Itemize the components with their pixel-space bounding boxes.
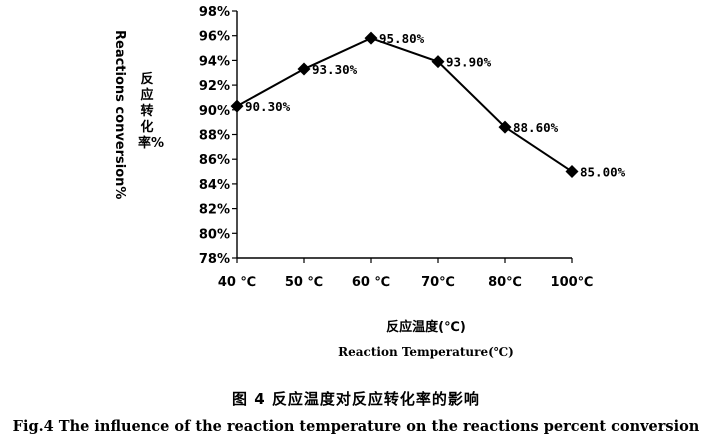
y-tick-label: 90% (199, 104, 230, 119)
x-tick-label: 70℃ (421, 275, 455, 290)
series-line (236, 37, 573, 173)
data-point-marker (431, 55, 445, 69)
data-point-marker (364, 31, 378, 45)
y-tick-label: 80% (199, 227, 230, 242)
data-point-marker (565, 165, 579, 179)
x-axis-label-chinese: 反应温度(℃) (386, 320, 466, 335)
figure-caption-chinese: 图 4 反应温度对反应转化率的影响 (232, 390, 480, 408)
x-tick-label: 40 ℃ (218, 275, 256, 290)
figure-caption-english: Fig.4 The influence of the reaction temp… (12, 418, 700, 435)
y-tick-label: 92% (199, 79, 230, 94)
y-tick-label: 96% (199, 30, 230, 45)
data-label: 93.30% (312, 62, 358, 77)
data-point-marker (498, 120, 512, 134)
data-label: 93.90% (446, 55, 492, 70)
x-tick-label: 50 ℃ (285, 275, 323, 290)
y-axis-label-english: Reactions conversion% (112, 30, 127, 200)
y-tick-label: 82% (199, 203, 230, 218)
y-tick-label: 78% (199, 252, 230, 267)
data-label: 95.80% (379, 31, 425, 46)
x-tick-label: 100℃ (551, 275, 594, 290)
data-label: 85.00% (580, 165, 626, 180)
y-tick-label: 84% (199, 178, 230, 193)
y-axis-label-chinese: 反应转化率% (138, 72, 165, 151)
data-point-marker (230, 99, 244, 113)
y-tick-label: 94% (199, 54, 230, 69)
y-tick-label: 88% (199, 129, 230, 144)
data-point-marker (297, 62, 311, 76)
data-label: 90.30% (245, 99, 291, 114)
x-tick-label: 80℃ (488, 275, 522, 290)
x-axis-label-english: Reaction Temperature(℃) (338, 345, 514, 359)
x-tick-label: 60 ℃ (352, 275, 390, 290)
y-tick-label: 86% (199, 153, 230, 168)
y-tick-label: 98% (199, 5, 230, 20)
data-label: 88.60% (513, 120, 559, 135)
